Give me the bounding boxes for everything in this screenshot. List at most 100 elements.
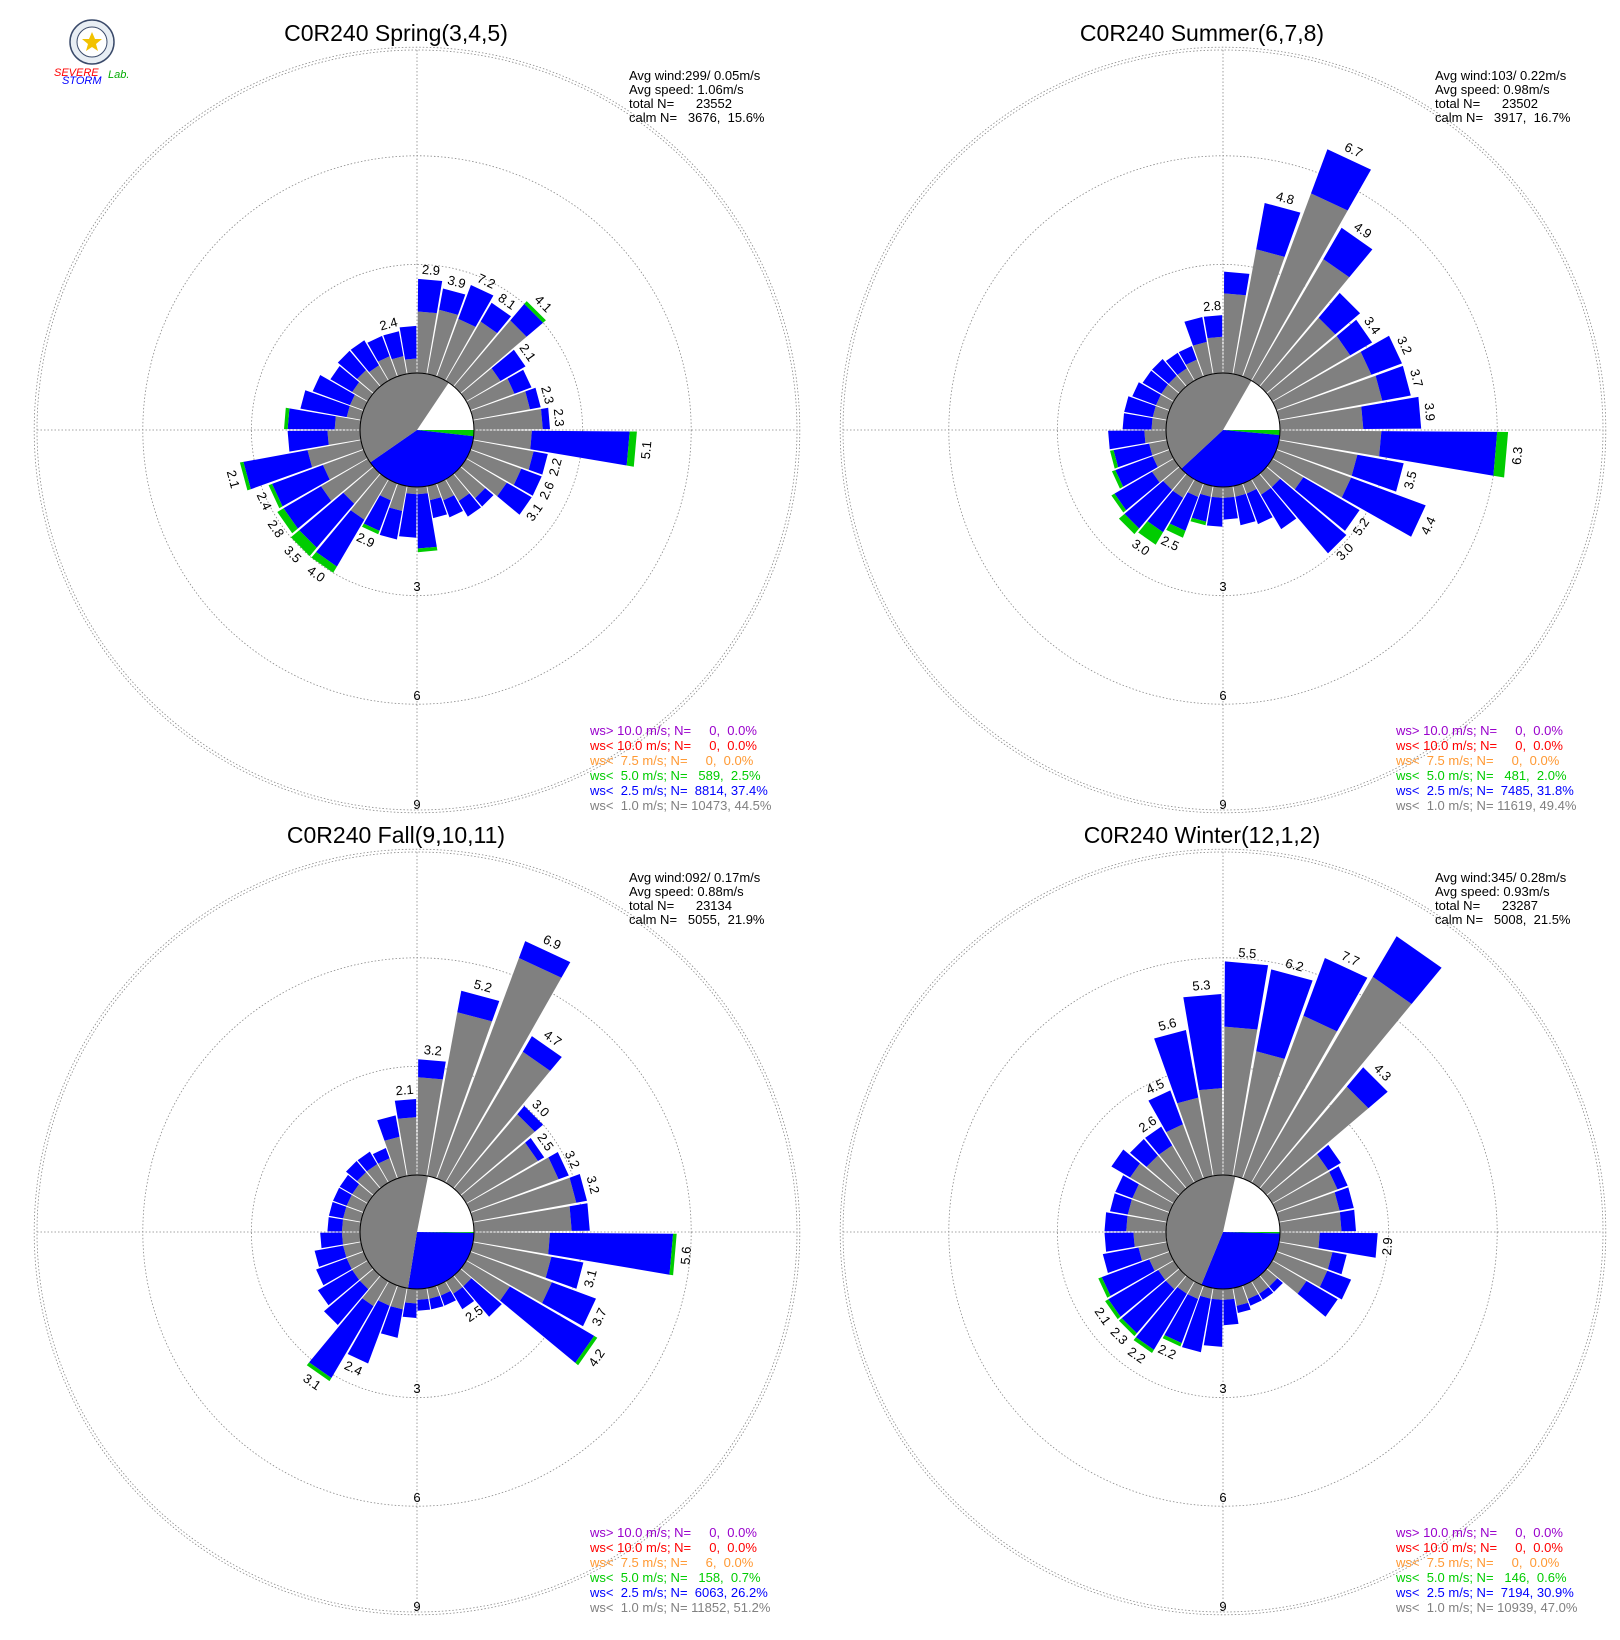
spring-bar-25-seg-0: [436, 318, 476, 381]
summer-bar-label-65: 3.2: [1394, 334, 1415, 357]
fall-legend-ws-lt-5: ws< 5.0 m/s; N= 158, 0.7%: [589, 1570, 761, 1585]
winter-bar-265-seg-0: [1133, 1232, 1167, 1247]
winter-bar-315-seg-0: [1146, 1155, 1187, 1196]
summer-bar-55-seg-0: [1266, 336, 1351, 402]
summer-bar-75-seg-1: [1375, 365, 1411, 401]
spring-bar-label-5: 2.9: [421, 262, 440, 279]
summer-bar-205-seg-2: [1166, 523, 1186, 538]
summer-bar-5-seg-1: [1224, 271, 1250, 296]
spring-bar-295-seg-1: [312, 375, 355, 406]
fall-bar-255-seg-0: [343, 1242, 364, 1258]
spring-radial-tick-3: 3: [413, 579, 420, 594]
summer-bar-35-seg-1: [1323, 227, 1373, 278]
summer-bar-label-105: 3.5: [1401, 469, 1420, 490]
winter-bar-235-seg-2: [1105, 1299, 1121, 1320]
summer-bar-185-seg-1: [1206, 496, 1223, 527]
fall-calm-pie-ws-lt-1: [359, 1174, 428, 1289]
winter-bar-275-seg-1: [1104, 1212, 1128, 1232]
winter-legend-ws-lt-5: ws< 5.0 m/s; N= 146, 0.6%: [1395, 1570, 1567, 1585]
fall-bar-95-seg-0: [473, 1232, 550, 1255]
fall-bar-85-seg-0: [473, 1206, 572, 1232]
summer-bar-265-seg-1: [1108, 430, 1146, 450]
fall-stat-total: total N= 23134: [629, 898, 732, 913]
winter-bar-195-seg-0: [1200, 1285, 1213, 1299]
spring-bar-255-seg-0: [307, 440, 364, 468]
summer-bar-225-seg-1: [1124, 481, 1172, 529]
fall-bar-label-25: 6.9: [541, 932, 564, 953]
winter-bar-25-seg-0: [1242, 1015, 1337, 1183]
fall-stat-avg-wind: Avg wind:092/ 0.17m/s: [629, 870, 761, 885]
summer-bar-15-seg-1: [1256, 203, 1301, 257]
summer-bar-245-seg-1: [1115, 456, 1158, 487]
spring-bar-245-seg-2: [268, 483, 283, 509]
summer-bar-295-seg-1: [1132, 382, 1161, 406]
fall-bar-145-seg-0: [445, 1275, 463, 1294]
winter-bar-285-seg-0: [1127, 1199, 1170, 1222]
fall-bar-285-seg-1: [328, 1202, 347, 1219]
winter-bar-265-seg-1: [1104, 1232, 1135, 1252]
spring-bar-55-seg-0: [460, 368, 501, 402]
winter-bar-35-seg-1: [1372, 936, 1442, 1004]
spring-grid-ring: [33, 46, 801, 814]
winter-bar-45-seg-0: [1259, 1086, 1369, 1196]
fall-bar-125-seg-0: [460, 1260, 510, 1301]
fall-bar-345-seg-0: [384, 1136, 407, 1179]
summer-bar-305-seg-0: [1161, 384, 1180, 402]
spring-bar-125-seg-0: [460, 458, 507, 497]
fall-bar-55-seg-0: [460, 1142, 538, 1204]
spring-bar-55-seg-1: [491, 349, 526, 381]
spring-bar-145-seg-1: [458, 493, 481, 517]
winter-bar-label-205: 2.2: [1156, 1341, 1179, 1362]
summer-calm-pie-ws-lt-1: [1166, 373, 1252, 469]
fall-stat-calm: calm N= 5055, 21.9%: [629, 912, 765, 927]
winter-bar-5-seg-0: [1223, 1026, 1258, 1176]
summer-bar-label-205: 2.5: [1159, 533, 1182, 554]
fall-bar-335-seg-0: [378, 1158, 398, 1183]
fall-bar-155-seg-0: [436, 1281, 451, 1296]
summer-bar-155-seg-1: [1246, 489, 1273, 525]
spring-bar-label-15: 3.9: [446, 272, 467, 291]
winter-bar-125-seg-0: [1266, 1260, 1307, 1294]
panel-summer: 4.86.74.93.43.23.73.96.33.54.45.23.02.53…: [839, 20, 1607, 814]
fall-bar-235-seg-0: [352, 1260, 374, 1280]
winter-bar-label-95: 2.9: [1379, 1237, 1396, 1256]
spring-bar-75-seg-1: [525, 387, 541, 410]
spring-bar-275-seg-2: [284, 407, 290, 430]
winter-bar-255-seg-1: [1102, 1247, 1142, 1273]
fall-bar-185-seg-0: [405, 1288, 417, 1304]
summer-bar-275-seg-0: [1151, 418, 1167, 430]
summer-bar-235-seg-1: [1114, 471, 1160, 511]
spring-bar-label-85: 2.3: [551, 408, 568, 427]
winter-bar-205-seg-0: [1187, 1281, 1204, 1299]
spring-bar-225-seg-2: [290, 530, 317, 557]
summer-radial-tick-6: 6: [1219, 688, 1226, 703]
fall-bar-185-seg-1: [402, 1302, 417, 1318]
spring-bar-195-seg-1: [379, 507, 403, 540]
summer-calm-circle: [1165, 372, 1281, 488]
fall-legend: ws> 10.0 m/s; N= 0, 0.0% ws< 10.0 m/s; N…: [589, 1525, 771, 1615]
spring-bar-185-seg-1: [399, 493, 417, 538]
fall-bar-205-seg-1: [347, 1300, 390, 1364]
winter-bar-185-seg-1: [1203, 1298, 1223, 1347]
spring-bar-5-seg-1: [417, 278, 443, 314]
spring-bar-275-seg-1: [287, 408, 336, 430]
winter-bar-label-5: 5.5: [1238, 945, 1257, 962]
summer-bar-325-seg-0: [1177, 368, 1195, 387]
fall-bar-label-355: 2.1: [395, 1082, 414, 1099]
spring-bar-75-seg-0: [470, 391, 530, 420]
winter-bar-345-seg-1: [1154, 1030, 1199, 1104]
fall-bar-55-seg-1: [525, 1138, 545, 1161]
summer-bar-185-seg-0: [1211, 486, 1223, 498]
summer-bar-245-seg-0: [1152, 449, 1174, 468]
fall-bar-215-seg-0: [362, 1275, 389, 1307]
winter-bar-label-335: 4.5: [1144, 1076, 1167, 1097]
summer-bar-label-115: 4.4: [1417, 514, 1438, 537]
fall-bar-95-seg-1: [548, 1232, 674, 1275]
fall-bar-355-seg-1: [394, 1099, 417, 1119]
summer-bar-125-seg-0: [1266, 458, 1304, 490]
winter-bar-145-seg-0: [1251, 1275, 1269, 1294]
spring-bar-235-seg-2: [277, 508, 298, 534]
fall-bar-195-seg-1: [380, 1306, 403, 1338]
winter-bar-75-seg-0: [1276, 1192, 1340, 1222]
